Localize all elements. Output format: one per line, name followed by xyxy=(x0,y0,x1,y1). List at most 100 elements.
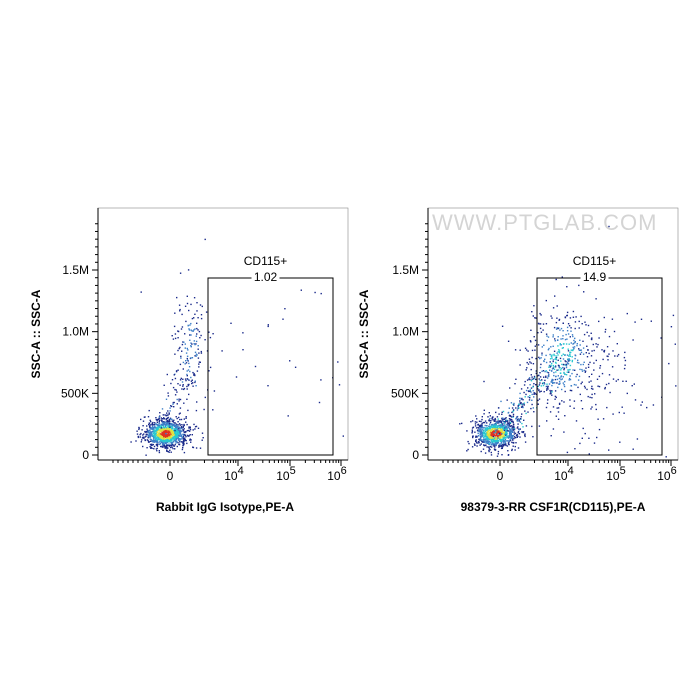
cell-event-dot xyxy=(495,431,497,433)
cell-event-dot xyxy=(508,440,510,442)
cell-event-dot xyxy=(178,443,181,445)
cell-event-dot xyxy=(162,414,164,416)
cell-event-dot xyxy=(190,322,192,325)
cell-event-dot xyxy=(537,399,539,402)
cell-event-dot xyxy=(168,428,170,430)
cell-event-dot xyxy=(576,343,578,345)
cell-event-dot xyxy=(166,428,168,430)
cell-event-dot xyxy=(504,443,506,445)
cell-event-dot xyxy=(621,406,623,408)
cell-event-dot xyxy=(189,324,191,326)
cell-event-dot xyxy=(502,438,505,440)
cell-event-dot xyxy=(167,427,169,429)
cell-event-dot xyxy=(483,444,486,447)
cell-event-dot xyxy=(555,278,557,281)
cell-event-dot xyxy=(471,446,474,448)
cell-event-dot xyxy=(578,284,580,287)
cell-event-dot xyxy=(173,436,175,438)
cell-event-dot xyxy=(545,299,547,302)
cell-event-dot xyxy=(547,399,549,401)
cell-event-dot xyxy=(488,412,490,414)
cell-event-dot xyxy=(502,425,504,427)
cell-event-dot xyxy=(573,407,575,409)
cell-event-dot xyxy=(587,349,589,351)
cell-event-dot xyxy=(582,347,585,349)
cell-event-dot xyxy=(567,363,570,365)
cell-event-dot xyxy=(194,380,196,382)
cell-event-dot xyxy=(551,391,553,393)
cell-event-dot xyxy=(531,403,533,406)
cell-event-dot xyxy=(581,323,583,325)
cell-event-dot xyxy=(179,418,181,421)
cell-event-dot xyxy=(172,427,174,429)
cell-event-dot xyxy=(152,435,154,437)
cell-event-dot xyxy=(507,437,509,439)
cell-event-dot xyxy=(187,435,189,437)
cell-event-dot xyxy=(591,393,593,396)
cell-event-dot xyxy=(557,345,559,347)
cell-event-dot xyxy=(579,344,581,346)
cell-event-dot xyxy=(188,393,190,396)
cell-event-dot xyxy=(557,327,559,330)
cell-event-dot xyxy=(482,434,484,436)
cell-event-dot xyxy=(576,373,578,376)
cell-event-dot xyxy=(591,397,593,399)
cell-event-dot xyxy=(580,363,582,366)
cell-event-dot xyxy=(488,438,490,440)
cell-event-dot xyxy=(159,412,161,414)
cell-event-dot xyxy=(562,330,564,332)
cell-event-dot xyxy=(174,424,176,426)
cell-event-dot xyxy=(162,442,164,445)
cell-event-dot xyxy=(550,392,552,395)
cell-event-dot xyxy=(550,364,552,366)
cell-event-dot xyxy=(555,355,557,357)
cell-event-dot xyxy=(196,322,198,324)
cell-event-dot xyxy=(282,318,284,320)
cell-event-dot xyxy=(467,448,469,451)
cell-event-dot xyxy=(556,352,558,354)
cell-event-dot xyxy=(184,333,186,335)
cell-event-dot xyxy=(482,441,484,443)
cell-event-dot xyxy=(188,362,190,365)
cell-event-dot xyxy=(167,447,169,449)
cell-event-dot xyxy=(169,410,171,412)
cell-event-dot xyxy=(535,378,537,381)
cell-event-dot xyxy=(180,418,183,421)
cell-event-dot xyxy=(177,349,179,352)
cell-event-dot xyxy=(557,369,560,371)
cell-event-dot xyxy=(598,385,601,388)
cell-event-dot xyxy=(157,435,159,437)
cell-event-dot xyxy=(524,434,526,436)
cell-event-dot xyxy=(555,328,558,330)
cell-event-dot xyxy=(166,412,168,414)
cell-event-dot xyxy=(177,421,179,423)
cell-event-dot xyxy=(488,447,490,449)
cell-event-dot xyxy=(194,343,196,346)
cell-event-dot xyxy=(175,389,177,391)
cell-event-dot xyxy=(488,438,491,441)
cell-event-dot xyxy=(552,382,554,384)
cell-event-dot xyxy=(556,407,558,409)
cell-event-dot xyxy=(182,385,184,387)
cell-event-dot xyxy=(485,440,488,443)
cell-event-dot xyxy=(552,336,554,338)
cell-event-dot xyxy=(179,433,181,435)
cell-event-dot xyxy=(184,437,186,439)
cell-event-dot xyxy=(188,309,190,312)
cell-event-dot xyxy=(179,431,181,433)
cell-event-dot xyxy=(538,356,540,359)
cell-event-dot xyxy=(488,443,490,445)
cell-event-dot xyxy=(209,366,212,369)
cell-event-dot xyxy=(186,388,188,390)
cell-event-dot xyxy=(507,412,509,414)
cell-event-dot xyxy=(506,429,508,431)
cell-event-dot xyxy=(172,444,174,446)
cell-event-dot xyxy=(522,426,524,428)
cell-event-dot xyxy=(171,446,173,448)
cell-event-dot xyxy=(518,418,521,421)
cell-event-dot xyxy=(170,426,172,428)
cell-event-dot xyxy=(485,437,487,440)
cell-event-dot xyxy=(169,417,172,419)
cell-event-dot xyxy=(196,354,198,356)
cell-event-dot xyxy=(163,426,165,428)
